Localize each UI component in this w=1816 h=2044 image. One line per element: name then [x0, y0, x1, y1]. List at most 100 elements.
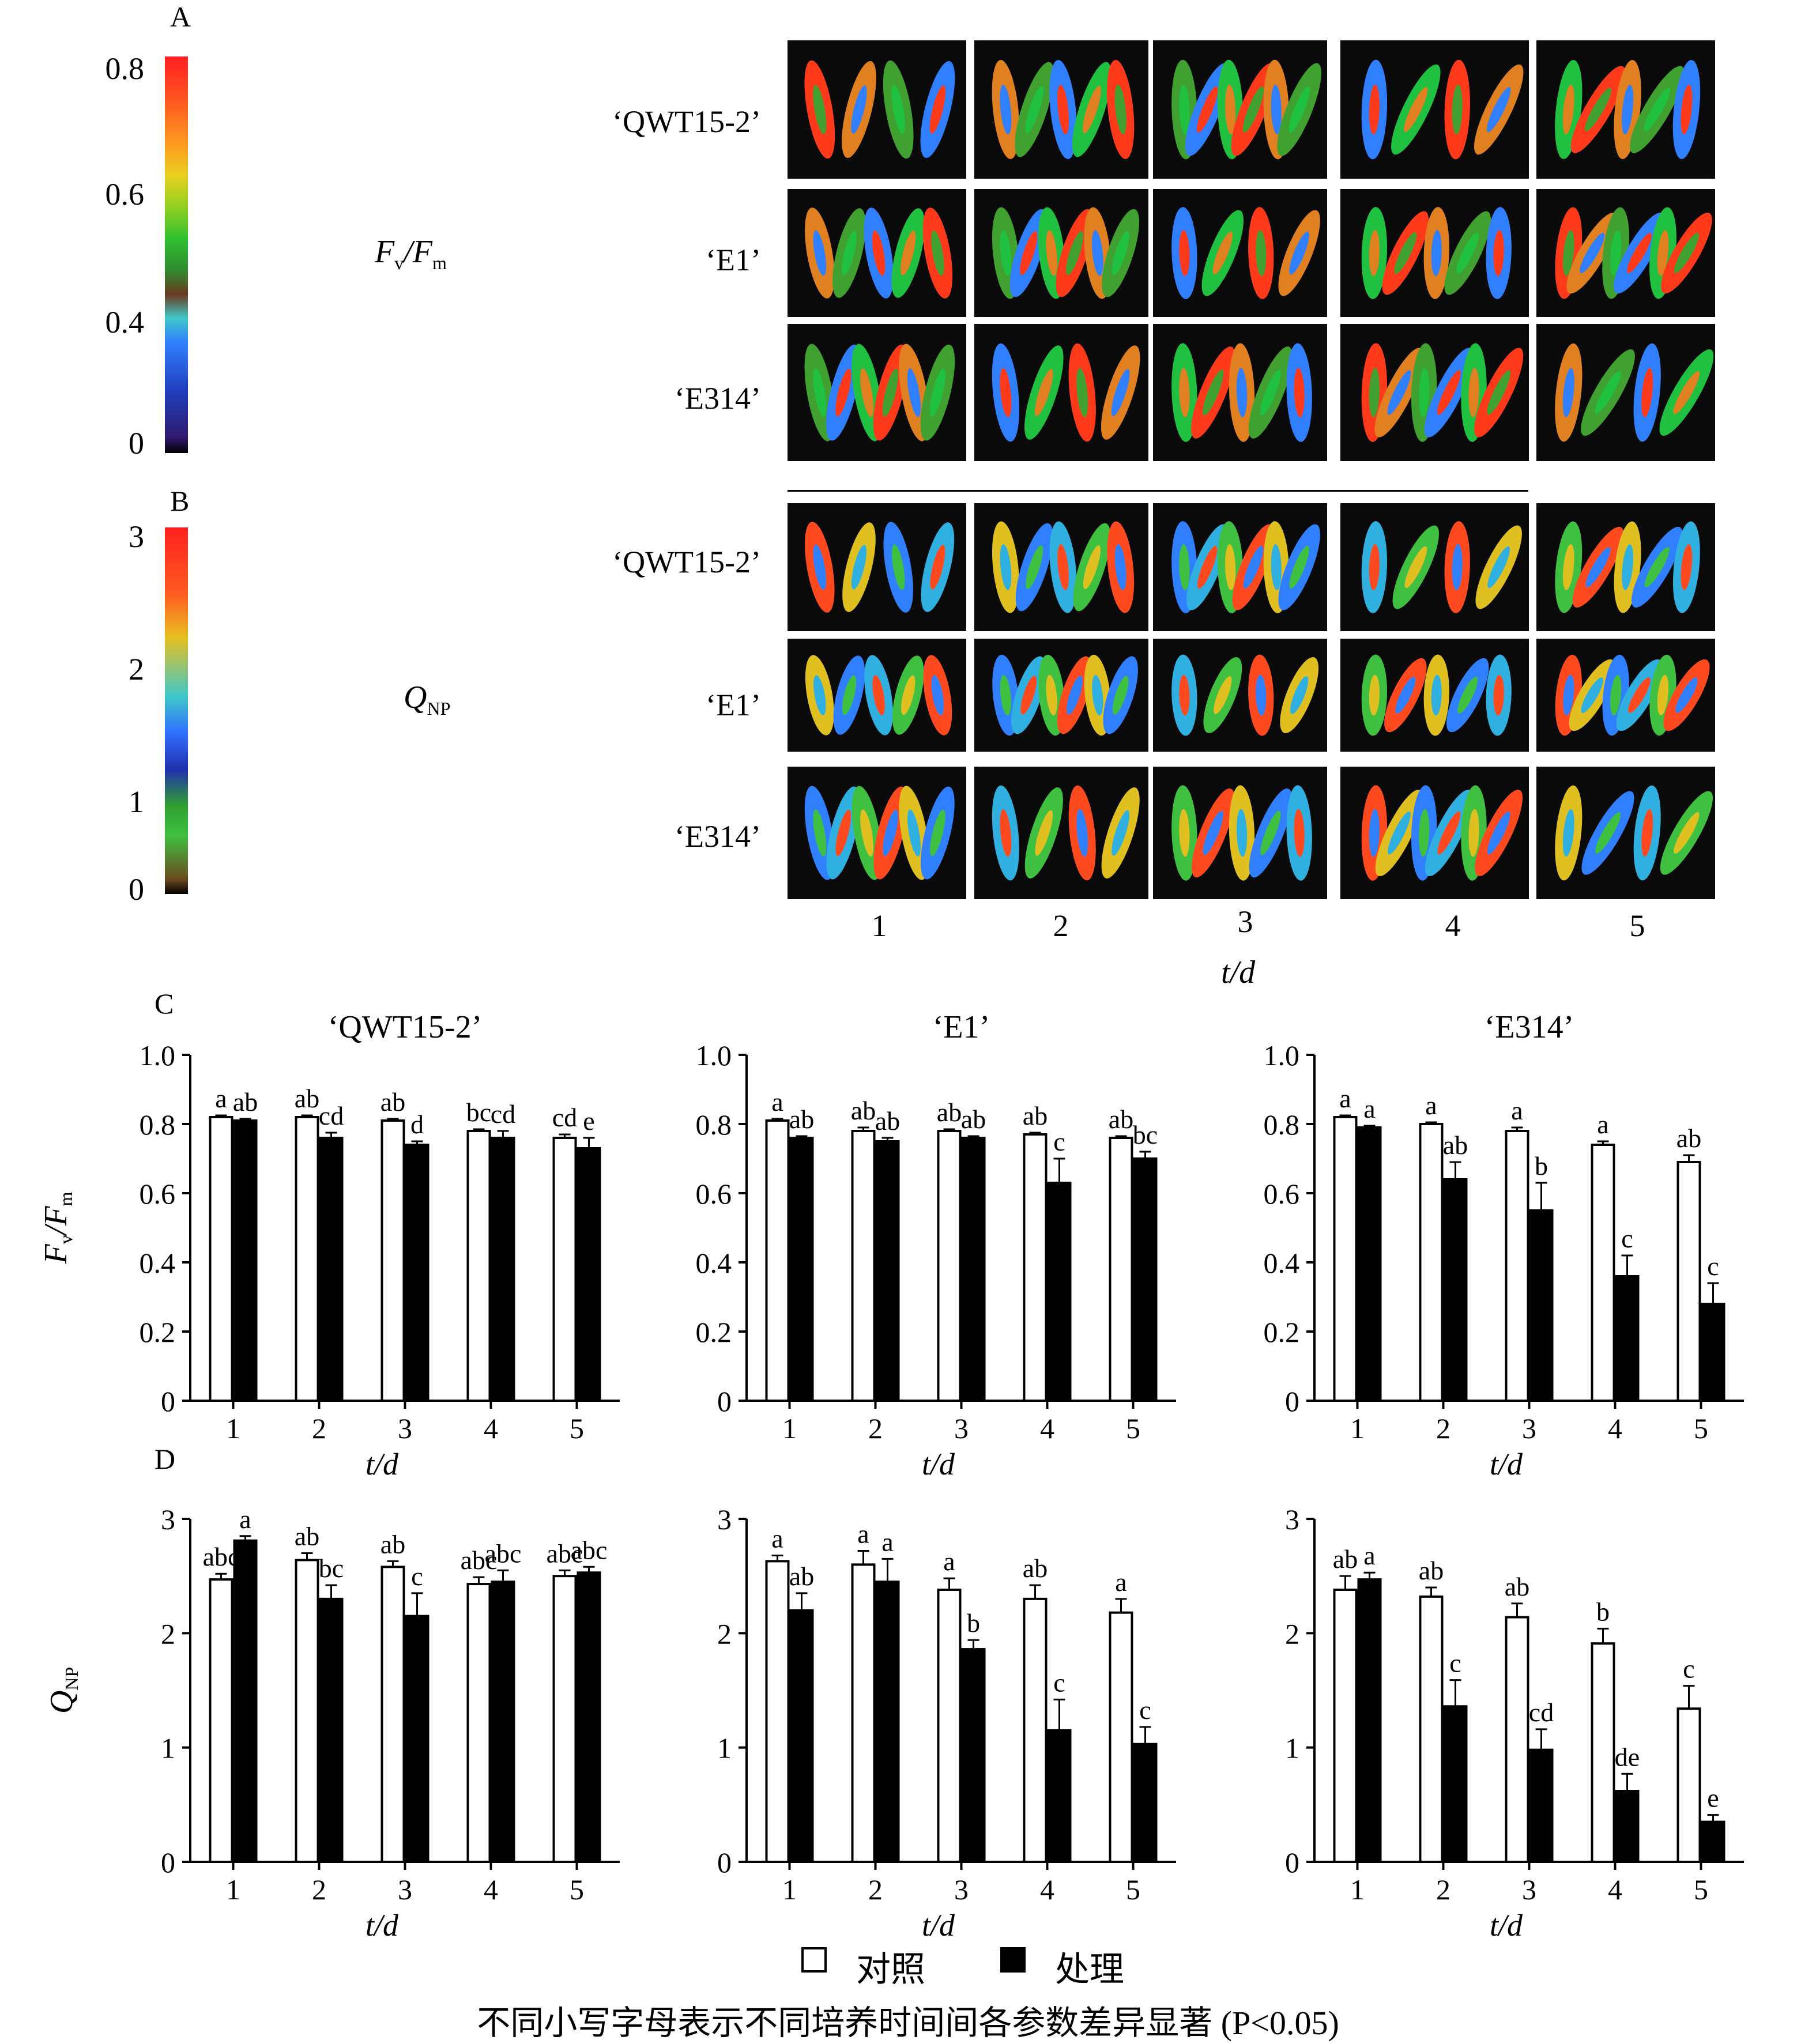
pod-spot — [1644, 547, 1670, 587]
x-tick-label: 1 — [226, 1873, 240, 1906]
pods-illustration — [992, 654, 1138, 736]
pod-spot — [1112, 810, 1130, 856]
fluorescence-image-tile — [788, 189, 966, 317]
pod-spot — [1657, 674, 1669, 716]
x-axis-title: t/d — [1490, 1447, 1523, 1481]
pod-spot — [1179, 809, 1190, 857]
significance-letter: a — [239, 1504, 251, 1534]
x-tick-label: 2 — [1436, 1412, 1450, 1445]
pod-spot — [813, 675, 826, 715]
grid-x-axis-title: t/d — [1221, 955, 1256, 990]
y-tick-label: 0.6 — [1264, 1178, 1300, 1210]
significance-letter: abc — [547, 1538, 583, 1568]
pod-spot — [891, 544, 905, 590]
pod-spot — [929, 85, 946, 134]
pod-spot — [1091, 230, 1103, 276]
pod-spot — [1197, 86, 1218, 133]
pods-illustration — [804, 344, 955, 442]
pod-spot — [1468, 809, 1479, 857]
bar-treatment — [233, 1119, 258, 1402]
x-axis-title: t/d — [366, 1447, 399, 1481]
bar-treatment — [319, 1597, 344, 1863]
pod-spot — [835, 809, 852, 857]
y-tick-label: 0.6 — [696, 1178, 732, 1210]
colorbar-b-tick: 2 — [129, 652, 144, 687]
bar-treatment — [1133, 1157, 1158, 1402]
bar-control — [295, 1116, 319, 1402]
pods-illustration — [1361, 207, 1512, 299]
bar-control — [466, 1583, 491, 1864]
pod-spot — [1288, 86, 1310, 133]
pod-spot — [931, 230, 944, 276]
pod-spot — [872, 230, 886, 276]
bar-control — [1419, 1123, 1444, 1402]
pods-illustration — [1555, 60, 1701, 159]
y-tick-label: 0.4 — [1264, 1247, 1300, 1279]
significance-letter: c — [411, 1562, 423, 1591]
pod-spot — [1000, 230, 1012, 276]
significance-letter: ab — [1109, 1104, 1133, 1134]
row-label-e314-b: ‘E314’ — [675, 819, 761, 854]
bar-treatment — [491, 1581, 515, 1863]
y-tick-label: 0.4 — [696, 1247, 732, 1279]
fluorescence-image-tile — [1153, 324, 1327, 461]
bar-control — [209, 1116, 233, 1402]
pod-spot — [1562, 85, 1574, 134]
fluorescence-image-tile — [1340, 639, 1529, 752]
pod-spot — [1243, 545, 1264, 589]
significance-letter: a — [1511, 1096, 1523, 1125]
y-tick-label: 0 — [717, 1385, 732, 1417]
pod-spot — [1000, 85, 1012, 134]
bar-control — [1333, 1116, 1358, 1402]
fluorescence-image-tile — [1153, 639, 1327, 752]
pod-spot — [1289, 545, 1309, 589]
pod-spot — [1111, 369, 1130, 416]
y-axis-title: QNP — [44, 1667, 82, 1714]
pod-spot — [1294, 368, 1305, 417]
significance-letter: ab — [961, 1104, 986, 1134]
bar-control — [1591, 1144, 1615, 1402]
pod-spot — [1610, 230, 1622, 276]
bar-control — [209, 1578, 233, 1864]
pod-spot — [1681, 85, 1693, 134]
pod-spot — [907, 368, 921, 417]
fluorescence-image-tile — [1536, 40, 1715, 179]
fluorescence-image-tile — [1340, 40, 1529, 179]
pod-spot — [1203, 810, 1223, 855]
y-tick-label: 0.8 — [1264, 1108, 1300, 1141]
significance-letter: c — [1683, 1654, 1694, 1684]
fluorescence-image-tile — [1153, 503, 1327, 631]
significance-letter: ab — [937, 1098, 962, 1127]
y-tick-label: 0.8 — [696, 1108, 732, 1141]
fvfm-label: Fv/Fm — [375, 234, 447, 274]
pod-spot — [1000, 544, 1012, 590]
significance-letter: ab — [1443, 1130, 1468, 1160]
pod-spot — [1256, 230, 1267, 276]
pod-spot — [1673, 371, 1700, 414]
pod-spot — [1487, 546, 1510, 589]
significance-letter: c — [1621, 1224, 1633, 1253]
pod-spot — [1035, 369, 1053, 416]
pod-spot — [1369, 368, 1380, 417]
significance-letter: ab — [1505, 1572, 1529, 1601]
pod-spot — [1369, 84, 1380, 135]
pod-spot — [1256, 674, 1267, 716]
pod-spot — [1179, 84, 1190, 135]
x-tick-label: 3 — [954, 1873, 969, 1906]
pod-spot — [1641, 809, 1653, 857]
colorbar-a-tick: 0.8 — [105, 51, 145, 86]
fluorescence-image-tile — [974, 324, 1148, 461]
significance-letter: ab — [295, 1522, 319, 1551]
pod-spot — [1431, 674, 1442, 716]
fluorescence-image-tile — [974, 639, 1148, 752]
colorbar-b-tick: 0 — [129, 872, 144, 907]
significance-letter: cd — [491, 1099, 515, 1129]
fluorescence-image-tile — [1153, 40, 1327, 179]
fluorescence-image-tile — [1536, 639, 1715, 752]
pods-illustration — [1171, 207, 1320, 299]
fluorescence-image-tile — [974, 503, 1148, 631]
significance-letter: ab — [875, 1106, 900, 1136]
significance-letter: e — [583, 1106, 594, 1136]
bar-control — [1109, 1137, 1133, 1402]
